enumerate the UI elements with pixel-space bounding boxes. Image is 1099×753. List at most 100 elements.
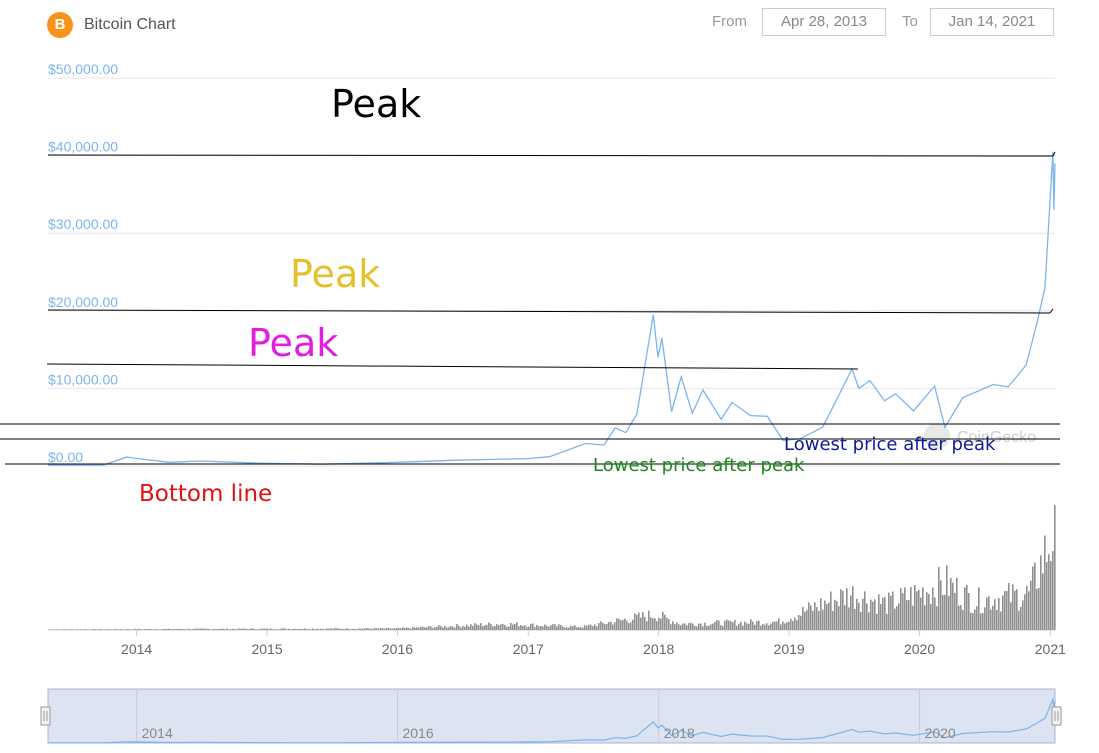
volume-bar: [686, 625, 688, 630]
volume-bar: [694, 625, 696, 630]
volume-bar: [588, 624, 590, 630]
volume-bar: [754, 624, 756, 630]
volume-bar: [982, 613, 984, 630]
volume-bar: [654, 618, 656, 630]
volume-bar: [986, 597, 988, 630]
volume-bar: [806, 610, 808, 630]
volume-bar: [864, 591, 866, 630]
volume-bar: [1034, 562, 1036, 630]
volume-bar: [668, 619, 670, 630]
navigator-right-handle[interactable]: [1051, 706, 1062, 726]
volume-bar: [456, 624, 458, 630]
volume-bar: [554, 624, 556, 630]
volume-bar: [392, 628, 394, 630]
volume-bar: [444, 625, 446, 630]
volume-bar: [240, 628, 242, 630]
volume-bar: [346, 628, 348, 630]
volume-bar: [112, 629, 114, 630]
volume-bar: [742, 625, 744, 630]
volume-bar: [656, 621, 658, 630]
volume-bar: [558, 624, 560, 630]
from-date-input[interactable]: Apr 28, 2013: [762, 8, 886, 36]
volume-bar: [854, 608, 856, 630]
peak-top-label: Peak: [331, 82, 421, 126]
volume-bar: [684, 623, 686, 630]
volume-bar: [944, 594, 946, 630]
volume-bar: [368, 628, 370, 630]
volume-bar: [796, 620, 798, 630]
volume-bar: [378, 628, 380, 630]
y-tick-label: $50,000.00: [48, 61, 118, 77]
volume-bar: [996, 609, 998, 630]
volume-bar: [724, 620, 726, 630]
volume-bar: [644, 617, 646, 630]
volume-bar: [230, 629, 232, 630]
volume-bar: [448, 627, 450, 630]
volume-bar: [698, 623, 700, 630]
volume-bar: [798, 614, 800, 630]
volume-bar: [550, 625, 552, 630]
volume-bar: [170, 629, 172, 630]
volume-bar: [804, 611, 806, 630]
volume-bar: [220, 628, 222, 630]
peak-mid-connector: [1049, 308, 1054, 314]
volume-bar: [228, 629, 230, 630]
volume-bar: [266, 628, 268, 630]
volume-bar: [568, 627, 570, 630]
volume-bar: [814, 602, 816, 630]
volume-bar: [678, 624, 680, 630]
volume-bar: [140, 629, 142, 630]
volume-bar: [772, 621, 774, 630]
volume-bar: [372, 629, 374, 630]
volume-bar: [398, 627, 400, 630]
volume-bar: [966, 585, 968, 630]
volume-bar: [908, 600, 910, 630]
volume-bar: [244, 628, 246, 630]
navigator-selection[interactable]: [47, 688, 1056, 744]
volume-bar: [580, 627, 582, 630]
volume-bar: [496, 624, 498, 630]
to-date-input[interactable]: Jan 14, 2021: [930, 8, 1054, 36]
navigator-tick-label: 2020: [925, 725, 956, 741]
volume-bar: [988, 596, 990, 630]
volume-bar: [706, 625, 708, 630]
volume-bar: [340, 628, 342, 630]
volume-bar: [564, 627, 566, 630]
volume-bar: [920, 597, 922, 630]
volume-bar: [520, 625, 522, 630]
volume-bar: [314, 629, 316, 630]
volume-bar: [728, 620, 730, 630]
volume-bar: [136, 629, 138, 630]
volume-bar: [1054, 505, 1056, 630]
volume-bar: [322, 628, 324, 630]
volume-bar: [72, 629, 74, 630]
volume-bar: [760, 625, 762, 630]
volume-bar: [852, 586, 854, 630]
volume-bar: [416, 627, 418, 630]
volume-bar: [962, 609, 964, 630]
volume-bar: [924, 605, 926, 630]
volume-bar: [598, 623, 600, 630]
volume-bar: [254, 629, 256, 630]
volume-bar: [844, 605, 846, 630]
range-navigator[interactable]: 2014 2016 2018 2020: [40, 688, 1062, 744]
volume-bar: [258, 629, 260, 630]
volume-bar: [810, 605, 812, 630]
volume-bar: [660, 618, 662, 630]
y-tick-label: $20,000.00: [48, 294, 118, 310]
volume-bar: [942, 595, 944, 630]
chart-title: Bitcoin Chart: [84, 16, 176, 33]
volume-bar: [838, 606, 840, 630]
volume-bar: [70, 629, 72, 630]
volume-bar: [390, 628, 392, 630]
volume-bar: [616, 618, 618, 630]
volume-bar: [388, 627, 390, 630]
bottom-line-label: Bottom line: [139, 481, 272, 507]
volume-bar: [1006, 591, 1008, 630]
volume-bar: [768, 625, 770, 630]
volume-bar: [1014, 590, 1016, 630]
volume-bar: [830, 591, 832, 630]
navigator-left-handle[interactable]: [40, 706, 51, 726]
volume-bar: [354, 628, 356, 630]
